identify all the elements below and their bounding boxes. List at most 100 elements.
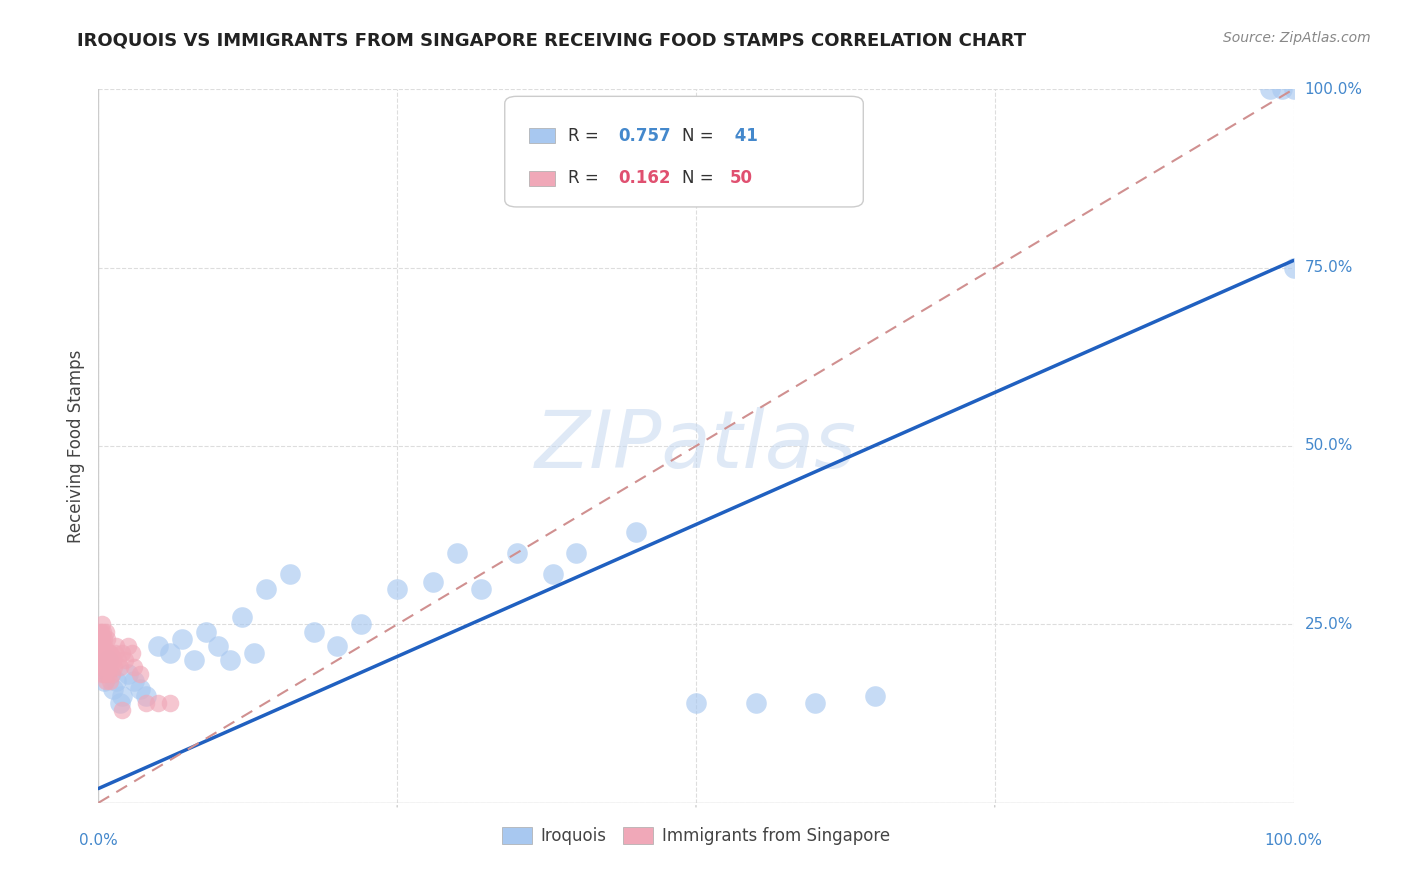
Point bbox=[93, 667, 115, 681]
Point bbox=[231, 610, 253, 624]
Point bbox=[101, 653, 124, 667]
Point bbox=[302, 624, 325, 639]
Point bbox=[1258, 82, 1281, 96]
Point bbox=[89, 639, 111, 653]
Text: 50.0%: 50.0% bbox=[1305, 439, 1353, 453]
Point bbox=[111, 646, 134, 660]
Point bbox=[129, 681, 152, 696]
Point bbox=[1282, 260, 1305, 275]
Point bbox=[541, 567, 564, 582]
Point bbox=[105, 639, 128, 653]
Point bbox=[1282, 82, 1305, 96]
Point bbox=[103, 660, 125, 674]
Point bbox=[98, 674, 122, 689]
Point bbox=[93, 639, 115, 653]
Point bbox=[135, 689, 157, 703]
Point bbox=[626, 524, 648, 539]
Text: 0.162: 0.162 bbox=[619, 169, 671, 187]
Point bbox=[91, 639, 114, 653]
Point bbox=[111, 703, 134, 717]
Point bbox=[100, 667, 122, 681]
Point bbox=[93, 632, 115, 646]
Point bbox=[90, 624, 112, 639]
Text: 0.757: 0.757 bbox=[619, 127, 671, 145]
Text: IROQUOIS VS IMMIGRANTS FROM SINGAPORE RECEIVING FOOD STAMPS CORRELATION CHART: IROQUOIS VS IMMIGRANTS FROM SINGAPORE RE… bbox=[77, 31, 1026, 49]
Point bbox=[91, 624, 114, 639]
Point bbox=[90, 660, 112, 674]
Point bbox=[98, 660, 121, 674]
Point bbox=[159, 646, 181, 660]
Point bbox=[422, 574, 444, 589]
Point bbox=[117, 639, 139, 653]
Point bbox=[91, 660, 114, 674]
Point bbox=[470, 582, 492, 596]
Point bbox=[804, 696, 827, 710]
Point bbox=[195, 624, 218, 639]
Point bbox=[865, 689, 887, 703]
Legend: Iroquois, Immigrants from Singapore: Iroquois, Immigrants from Singapore bbox=[495, 820, 897, 852]
Point bbox=[98, 667, 122, 681]
Point bbox=[97, 653, 120, 667]
Point bbox=[278, 567, 301, 582]
Point bbox=[89, 624, 111, 639]
Point bbox=[94, 674, 117, 689]
Text: R =: R = bbox=[568, 127, 605, 145]
Point bbox=[135, 696, 157, 710]
Point bbox=[148, 696, 170, 710]
Text: N =: N = bbox=[682, 169, 718, 187]
Point bbox=[98, 646, 122, 660]
Text: 100.0%: 100.0% bbox=[1264, 833, 1323, 848]
Point bbox=[124, 660, 146, 674]
Point bbox=[98, 646, 121, 660]
Point bbox=[111, 689, 134, 703]
Point bbox=[148, 639, 170, 653]
Point bbox=[105, 674, 128, 689]
Point bbox=[93, 653, 115, 667]
Point bbox=[94, 624, 117, 639]
Point bbox=[385, 582, 409, 596]
Point bbox=[96, 632, 118, 646]
Text: ZIPatlas: ZIPatlas bbox=[534, 407, 858, 485]
Point bbox=[91, 667, 114, 681]
Text: 100.0%: 100.0% bbox=[1305, 82, 1362, 96]
Point bbox=[97, 653, 120, 667]
Text: 75.0%: 75.0% bbox=[1305, 260, 1353, 275]
Point bbox=[90, 646, 112, 660]
Point bbox=[98, 660, 122, 674]
Text: 0.0%: 0.0% bbox=[79, 833, 118, 848]
Point bbox=[350, 617, 373, 632]
Point bbox=[107, 653, 129, 667]
FancyBboxPatch shape bbox=[505, 96, 863, 207]
Point bbox=[254, 582, 277, 596]
Text: R =: R = bbox=[568, 169, 605, 187]
Point bbox=[108, 660, 131, 674]
Point bbox=[207, 639, 229, 653]
Text: Source: ZipAtlas.com: Source: ZipAtlas.com bbox=[1223, 31, 1371, 45]
Point bbox=[90, 632, 112, 646]
Point bbox=[91, 653, 114, 667]
Point bbox=[94, 646, 117, 660]
Text: 50: 50 bbox=[730, 169, 752, 187]
Point bbox=[104, 646, 127, 660]
Point bbox=[745, 696, 768, 710]
Text: 41: 41 bbox=[730, 127, 758, 145]
Point bbox=[91, 617, 114, 632]
Point bbox=[326, 639, 349, 653]
Point bbox=[685, 696, 707, 710]
Point bbox=[96, 660, 118, 674]
Point bbox=[565, 546, 588, 560]
Point bbox=[94, 660, 117, 674]
Text: N =: N = bbox=[682, 127, 718, 145]
Point bbox=[121, 646, 143, 660]
Point bbox=[159, 696, 181, 710]
Text: 25.0%: 25.0% bbox=[1305, 617, 1353, 632]
Point bbox=[96, 646, 118, 660]
Point bbox=[117, 667, 139, 681]
Bar bbox=[529, 170, 555, 186]
Point bbox=[446, 546, 468, 560]
Point bbox=[91, 632, 114, 646]
Point bbox=[506, 546, 529, 560]
Point bbox=[89, 653, 111, 667]
Bar bbox=[529, 128, 555, 144]
Point bbox=[108, 696, 131, 710]
